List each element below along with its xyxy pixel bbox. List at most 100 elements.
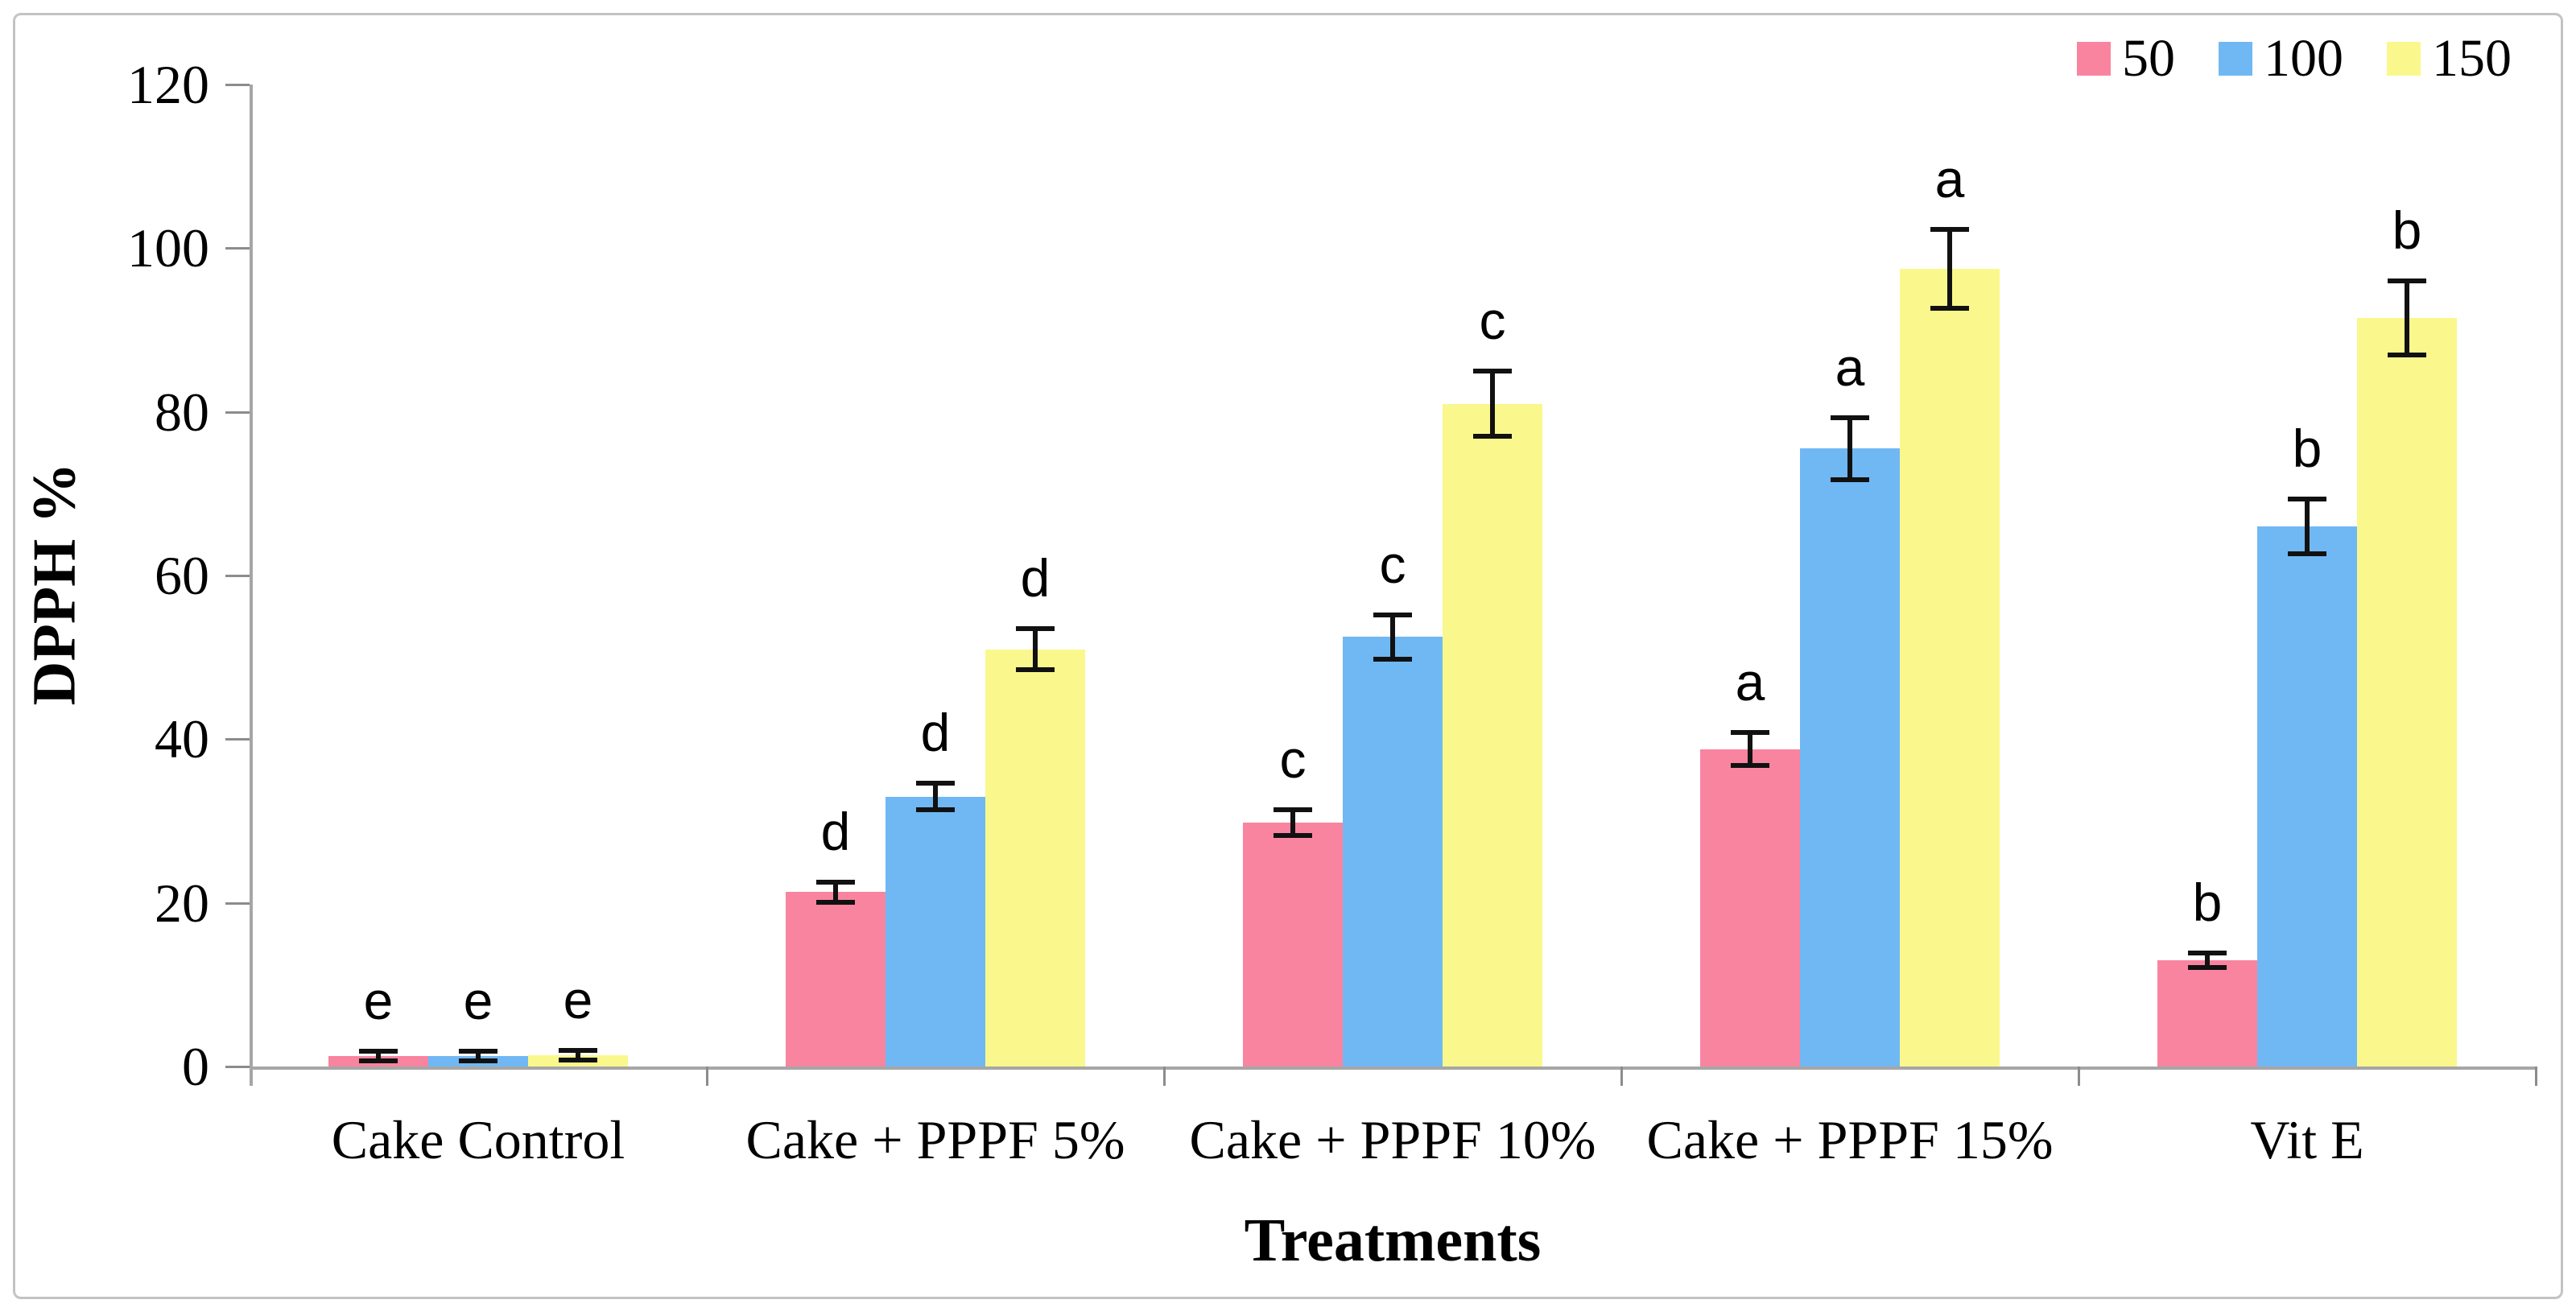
error-bar-cap-top bbox=[1831, 415, 1869, 420]
error-bar-cap-bottom bbox=[2188, 964, 2227, 970]
error-bar-cap-bottom bbox=[1930, 305, 1969, 311]
significance-letter: a bbox=[1835, 336, 1865, 397]
y-axis-tick bbox=[225, 247, 250, 250]
significance-letter: b bbox=[2392, 200, 2422, 260]
figure-border bbox=[13, 13, 2563, 1299]
y-tick-label: 40 bbox=[155, 708, 209, 770]
error-bar-cap-top bbox=[2388, 278, 2426, 283]
x-axis-baseline bbox=[250, 1067, 2536, 1070]
y-axis-tick bbox=[225, 1066, 250, 1068]
bar-150-Cake + PPPF 10% bbox=[1443, 403, 1542, 1067]
significance-letter: d bbox=[820, 802, 851, 862]
error-bar bbox=[1847, 417, 1852, 481]
bar-150-Cake + PPPF 15% bbox=[1900, 268, 2000, 1067]
y-axis-title: DPPH % bbox=[20, 462, 89, 706]
x-axis-tick bbox=[706, 1067, 708, 1086]
error-bar bbox=[1033, 629, 1038, 670]
y-axis-tick bbox=[225, 84, 250, 86]
bar-150-Vit E bbox=[2357, 317, 2457, 1067]
error-bar-cap-top bbox=[1274, 807, 1312, 812]
significance-letter: c bbox=[1279, 728, 1307, 789]
legend-label: 100 bbox=[2264, 29, 2343, 88]
error-bar-cap-top bbox=[816, 880, 855, 885]
significance-letter: d bbox=[1020, 548, 1051, 609]
x-axis-tick bbox=[1163, 1067, 1166, 1086]
y-axis-tick bbox=[225, 575, 250, 577]
error-bar bbox=[1290, 809, 1295, 836]
error-bar bbox=[1748, 732, 1752, 765]
error-bar-cap-bottom bbox=[2388, 352, 2426, 357]
x-category-label: Cake Control bbox=[331, 1109, 625, 1170]
error-bar-cap-top bbox=[459, 1048, 497, 1054]
bar-100-Cake + PPPF 10% bbox=[1343, 637, 1443, 1067]
legend-swatch-icon bbox=[2387, 42, 2421, 76]
legend-swatch-icon bbox=[2077, 42, 2111, 76]
error-bar-cap-bottom bbox=[1473, 434, 1512, 439]
error-bar bbox=[1390, 614, 1395, 659]
significance-letter: e bbox=[563, 969, 593, 1029]
x-category-label: Vit E bbox=[2250, 1109, 2364, 1170]
y-axis-tick bbox=[225, 411, 250, 414]
error-bar-cap-top bbox=[559, 1047, 597, 1053]
legend-label: 50 bbox=[2122, 29, 2175, 88]
error-bar-cap-top bbox=[1930, 226, 1969, 232]
error-bar-cap-bottom bbox=[1274, 833, 1312, 839]
error-bar-cap-top bbox=[1016, 626, 1055, 632]
significance-letter: b bbox=[2292, 419, 2322, 479]
x-axis-tick bbox=[2078, 1067, 2080, 1086]
error-bar bbox=[2405, 281, 2409, 355]
error-bar-cap-top bbox=[2288, 497, 2326, 502]
error-bar-cap-top bbox=[2188, 950, 2227, 955]
legend-item-150: 150 bbox=[2387, 32, 2512, 85]
legend-swatch-icon bbox=[2219, 42, 2252, 76]
x-axis-tick bbox=[1620, 1067, 1623, 1086]
bar-100-Cake + PPPF 5% bbox=[886, 796, 985, 1067]
significance-letter: e bbox=[363, 970, 394, 1030]
y-tick-label: 120 bbox=[127, 54, 209, 115]
error-bar-cap-bottom bbox=[1831, 477, 1869, 483]
significance-letter: c bbox=[1379, 534, 1406, 594]
bar-50-Cake + PPPF 15% bbox=[1700, 749, 1800, 1067]
x-category-label: Cake + PPPF 15% bbox=[1646, 1109, 2054, 1170]
error-bar-cap-top bbox=[916, 781, 955, 786]
y-axis-tick bbox=[225, 901, 250, 905]
bar-100-Vit E bbox=[2257, 526, 2357, 1067]
error-bar bbox=[576, 1050, 580, 1060]
error-bar-cap-bottom bbox=[816, 899, 855, 905]
significance-letter: b bbox=[2192, 872, 2223, 932]
error-bar-cap-bottom bbox=[559, 1057, 597, 1062]
bar-150-Cake + PPPF 5% bbox=[985, 649, 1085, 1067]
error-bar bbox=[2205, 952, 2210, 967]
chart-legend: 50 100 150 bbox=[2077, 32, 2512, 85]
error-bar-cap-bottom bbox=[1016, 666, 1055, 672]
bar-100-Cake + PPPF 15% bbox=[1800, 448, 1900, 1067]
error-bar bbox=[933, 783, 938, 810]
legend-item-50: 50 bbox=[2077, 32, 2175, 85]
legend-item-100: 100 bbox=[2219, 32, 2343, 85]
x-axis-title: Treatments bbox=[1244, 1207, 1542, 1274]
significance-letter: a bbox=[1735, 652, 1765, 712]
error-bar bbox=[376, 1050, 381, 1061]
y-tick-label: 20 bbox=[155, 872, 209, 934]
error-bar-cap-bottom bbox=[459, 1058, 497, 1063]
error-bar bbox=[833, 882, 838, 902]
error-bar bbox=[2305, 499, 2310, 554]
significance-letter: c bbox=[1479, 290, 1506, 350]
x-category-label: Cake + PPPF 5% bbox=[745, 1109, 1125, 1170]
error-bar-cap-top bbox=[1473, 368, 1512, 373]
legend-label: 150 bbox=[2432, 29, 2512, 88]
significance-letter: a bbox=[1934, 148, 1965, 208]
y-axis-tick bbox=[225, 738, 250, 741]
error-bar-cap-bottom bbox=[1731, 762, 1769, 768]
error-bar-cap-top bbox=[1731, 730, 1769, 736]
error-bar-cap-bottom bbox=[916, 807, 955, 812]
significance-letter: e bbox=[463, 970, 493, 1030]
bar-50-Vit E bbox=[2157, 959, 2257, 1067]
error-bar-cap-top bbox=[359, 1048, 398, 1054]
bar-50-Cake + PPPF 10% bbox=[1243, 823, 1343, 1067]
x-axis-tick bbox=[2535, 1067, 2537, 1086]
y-axis-line bbox=[250, 85, 253, 1086]
significance-letter: d bbox=[920, 703, 951, 763]
y-tick-label: 80 bbox=[155, 381, 209, 443]
